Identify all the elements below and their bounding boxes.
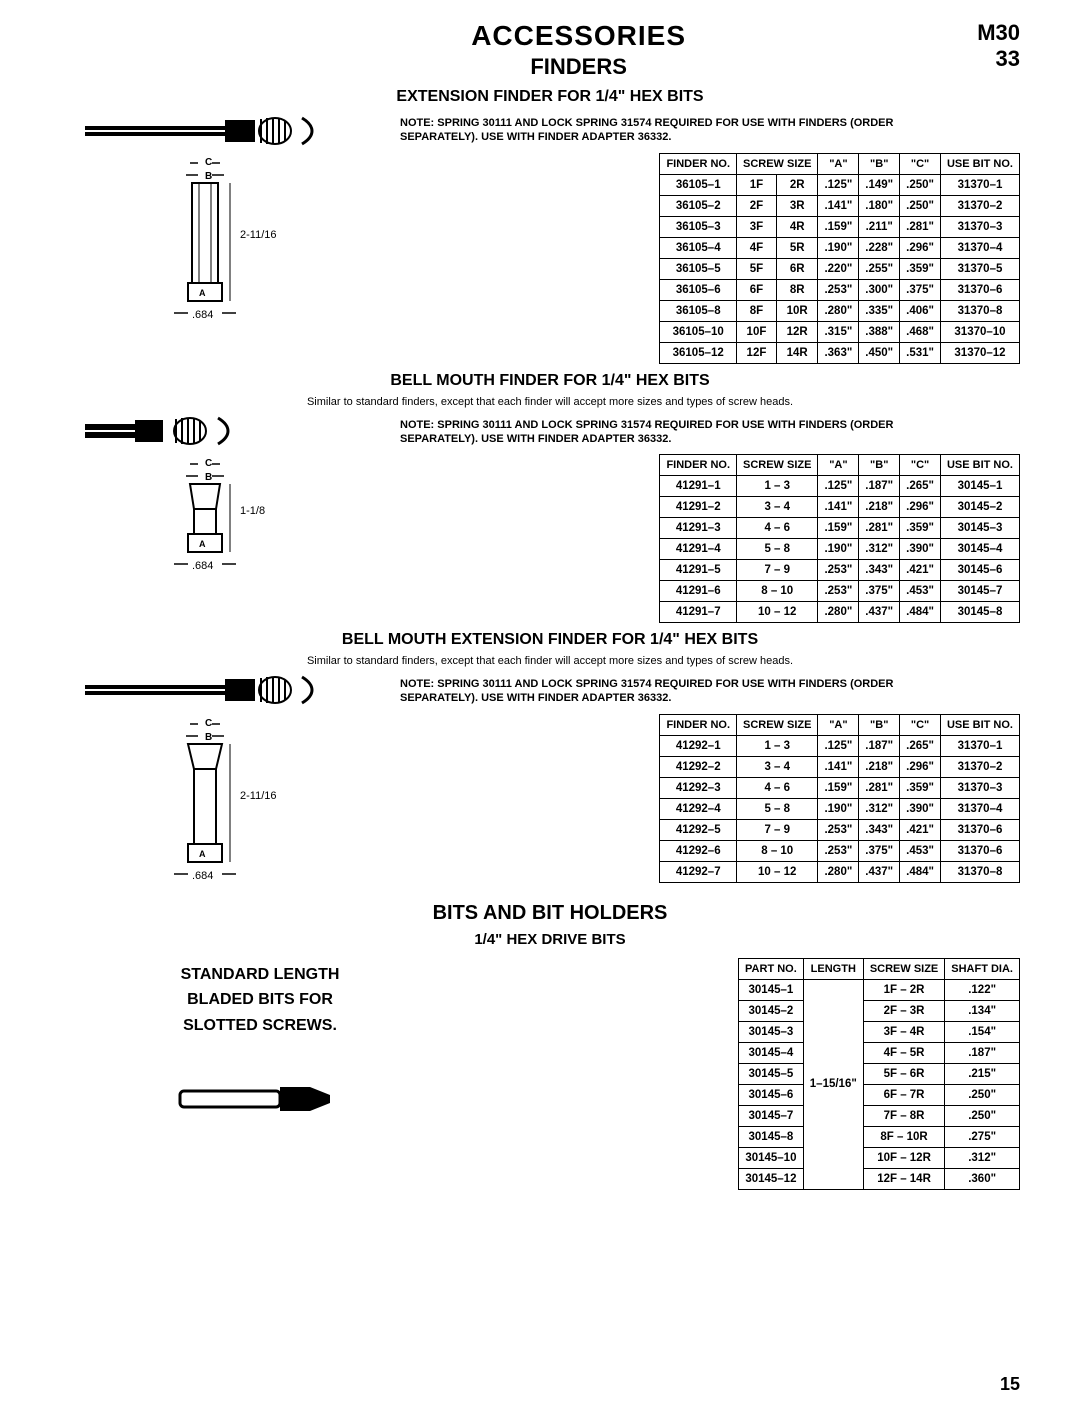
section3-table: FINDER NO.SCREW SIZE"A""B""C"USE BIT NO.… — [659, 714, 1020, 883]
bit-icon — [170, 1079, 350, 1119]
svg-text:.684: .684 — [192, 560, 213, 572]
section2-title: BELL MOUTH FINDER FOR 1/4" HEX BITS — [80, 372, 1020, 390]
section1-note: NOTE: SPRING 30111 AND LOCK SPRING 31574… — [400, 116, 960, 145]
section2-note: NOTE: SPRING 30111 AND LOCK SPRING 31574… — [400, 418, 960, 447]
svg-text:C: C — [205, 458, 212, 469]
finder-diagram-1: C B A 2-11/16 .684 — [150, 153, 310, 333]
bits-label: STANDARD LENGTH BLADED BITS FOR SLOTTED … — [80, 962, 440, 1127]
svg-text:.684: .684 — [192, 870, 213, 882]
page-code: M30 33 — [977, 20, 1020, 73]
bits-sub: 1/4" HEX DRIVE BITS — [80, 931, 1020, 948]
svg-text:B: B — [205, 732, 212, 743]
page-code-line1: M30 — [977, 20, 1020, 46]
svg-text:.684: .684 — [192, 309, 213, 321]
sub-title: FINDERS — [180, 54, 977, 80]
page-code-line2: 33 — [977, 46, 1020, 72]
bit-assembly-icon-2 — [80, 414, 280, 450]
page-number: 15 — [1000, 1374, 1020, 1395]
svg-text:A: A — [199, 849, 206, 859]
bits-table: PART NO.LENGTHSCREW SIZESHAFT DIA.30145–… — [738, 958, 1020, 1190]
bits-label-1: STANDARD LENGTH — [80, 962, 440, 988]
bit-assembly-icon — [80, 112, 320, 152]
finder-diagram-2: C B A 1-1/8 .684 — [150, 454, 310, 584]
section1-table: FINDER NO.SCREW SIZE"A""B""C"USE BIT NO.… — [659, 153, 1020, 364]
svg-text:B: B — [205, 171, 212, 182]
svg-text:A: A — [199, 288, 206, 298]
bits-heading: BITS AND BIT HOLDERS — [80, 902, 1020, 925]
section2-table: FINDER NO.SCREW SIZE"A""B""C"USE BIT NO.… — [659, 454, 1020, 623]
svg-text:1-1/8: 1-1/8 — [240, 505, 265, 517]
svg-text:2-11/16: 2-11/16 — [240, 229, 277, 241]
section1-title: EXTENSION FINDER FOR 1/4" HEX BITS — [80, 88, 1020, 106]
svg-text:C: C — [205, 157, 212, 168]
svg-text:C: C — [205, 718, 212, 729]
section2-subtitle: Similar to standard finders, except that… — [80, 396, 1020, 408]
svg-text:2-11/16: 2-11/16 — [240, 790, 277, 802]
section3-note: NOTE: SPRING 30111 AND LOCK SPRING 31574… — [400, 677, 960, 706]
section3-title: BELL MOUTH EXTENSION FINDER FOR 1/4" HEX… — [80, 631, 1020, 649]
svg-text:B: B — [205, 472, 212, 483]
finder-diagram-3: C B A 2-11/16 .684 — [150, 714, 310, 894]
svg-text:A: A — [199, 539, 206, 549]
bits-label-3: SLOTTED SCREWS. — [80, 1013, 440, 1039]
bits-label-2: BLADED BITS FOR — [80, 987, 440, 1013]
main-title: ACCESSORIES — [180, 20, 977, 52]
section3-subtitle: Similar to standard finders, except that… — [80, 655, 1020, 667]
bit-assembly-icon-3 — [80, 673, 320, 709]
